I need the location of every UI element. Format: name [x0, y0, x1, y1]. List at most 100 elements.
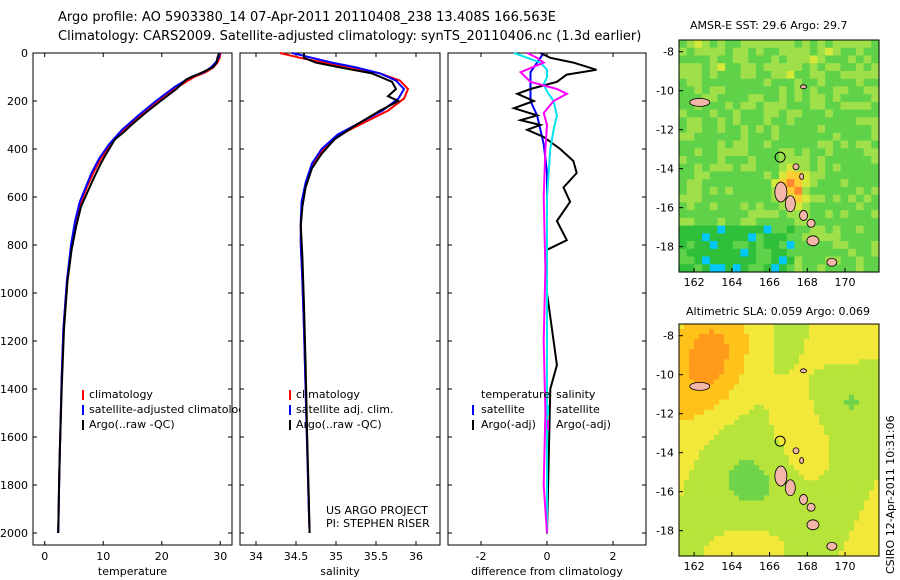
map-cell	[734, 364, 740, 370]
map-cell	[864, 550, 870, 557]
map-cell	[755, 132, 765, 142]
map-cell	[725, 94, 734, 103]
map-cell	[779, 394, 785, 401]
map-cell	[714, 530, 720, 537]
map-cell	[719, 450, 725, 456]
map-cell	[804, 374, 810, 381]
map-cell	[829, 485, 835, 492]
map-cell	[874, 409, 880, 416]
map-cell	[863, 202, 872, 211]
map-cell	[764, 440, 770, 446]
map-cell	[854, 450, 860, 456]
map-cell	[734, 525, 740, 532]
map-cell	[819, 500, 825, 507]
map-x-tick-label: 170	[835, 560, 856, 573]
map-cell	[729, 445, 735, 451]
map-cell	[759, 414, 765, 421]
map-cell	[786, 63, 795, 72]
map-cell	[804, 399, 810, 406]
legend-label: satellite adj. clim.	[296, 403, 393, 416]
map-cell	[825, 233, 834, 242]
map-cell	[699, 480, 705, 486]
map-cell	[789, 460, 795, 466]
map-cell	[802, 248, 811, 258]
map-cell	[844, 505, 850, 512]
map-cell	[809, 179, 819, 188]
map-cell	[804, 349, 810, 355]
map-cell	[854, 374, 860, 381]
map-cell	[679, 429, 685, 436]
map-cell	[724, 419, 730, 426]
map-cell	[679, 480, 685, 486]
map-cell	[844, 515, 850, 522]
map-cell	[834, 485, 840, 492]
map-cell	[684, 550, 690, 557]
map-cell	[739, 434, 745, 441]
map-cell	[754, 440, 760, 446]
map-cell	[824, 480, 830, 486]
map-cell	[854, 530, 860, 537]
map-cell	[679, 163, 688, 173]
map-cell	[694, 545, 700, 552]
map-cell	[794, 324, 800, 330]
map-cell	[819, 389, 825, 396]
map-cell	[809, 450, 815, 456]
map-cell	[732, 148, 742, 157]
map-cell	[864, 455, 870, 461]
map-cell	[699, 429, 705, 436]
map-cell	[689, 520, 695, 527]
map-cell	[729, 460, 735, 466]
map-cell	[694, 445, 700, 451]
map-cell	[714, 475, 720, 481]
map-cell	[694, 179, 703, 188]
map-cell	[704, 419, 710, 426]
map-cell	[871, 86, 880, 95]
map-cell	[724, 369, 730, 376]
map-cell	[824, 545, 830, 552]
map-cell	[854, 525, 860, 532]
map-cell	[709, 140, 719, 149]
map-cell	[740, 117, 749, 126]
float-location-marker	[774, 151, 786, 163]
map-cell	[869, 495, 875, 502]
map-cell	[854, 404, 860, 411]
map-cell	[794, 63, 803, 72]
map-cell	[744, 369, 750, 376]
map-cell	[734, 389, 740, 396]
map-cell	[779, 540, 785, 547]
map-cell	[789, 374, 795, 381]
map-cell	[694, 404, 700, 411]
map-cell	[748, 194, 757, 203]
map-cell	[848, 186, 857, 196]
map-cell	[864, 339, 870, 345]
map-x-tick-label: 164	[721, 560, 742, 573]
map-cell	[724, 460, 730, 466]
map-cell	[694, 480, 700, 486]
map-cell	[840, 233, 849, 242]
map-cell	[748, 202, 757, 211]
map-cell	[809, 344, 815, 350]
map-cell	[679, 334, 685, 340]
map-cell	[844, 414, 850, 421]
map-cell	[840, 86, 849, 95]
map-cell	[769, 505, 775, 512]
map-cell	[755, 148, 765, 157]
map-cell	[734, 424, 740, 431]
map-cell	[779, 535, 785, 542]
map-cell	[740, 179, 749, 188]
map-cell	[684, 475, 690, 481]
map-cell	[829, 515, 835, 522]
map-cell	[809, 550, 815, 557]
map-cell	[739, 359, 745, 365]
map-cell	[786, 132, 795, 142]
map-cell	[804, 540, 810, 547]
map-cell	[832, 125, 842, 134]
map-cell	[704, 500, 710, 507]
map-cell	[694, 171, 703, 180]
map-cell	[714, 414, 720, 421]
map-cell	[779, 440, 785, 446]
map-cell	[779, 510, 785, 517]
map-cell	[774, 394, 780, 401]
map-cell	[740, 86, 749, 95]
map-cell	[725, 163, 734, 173]
